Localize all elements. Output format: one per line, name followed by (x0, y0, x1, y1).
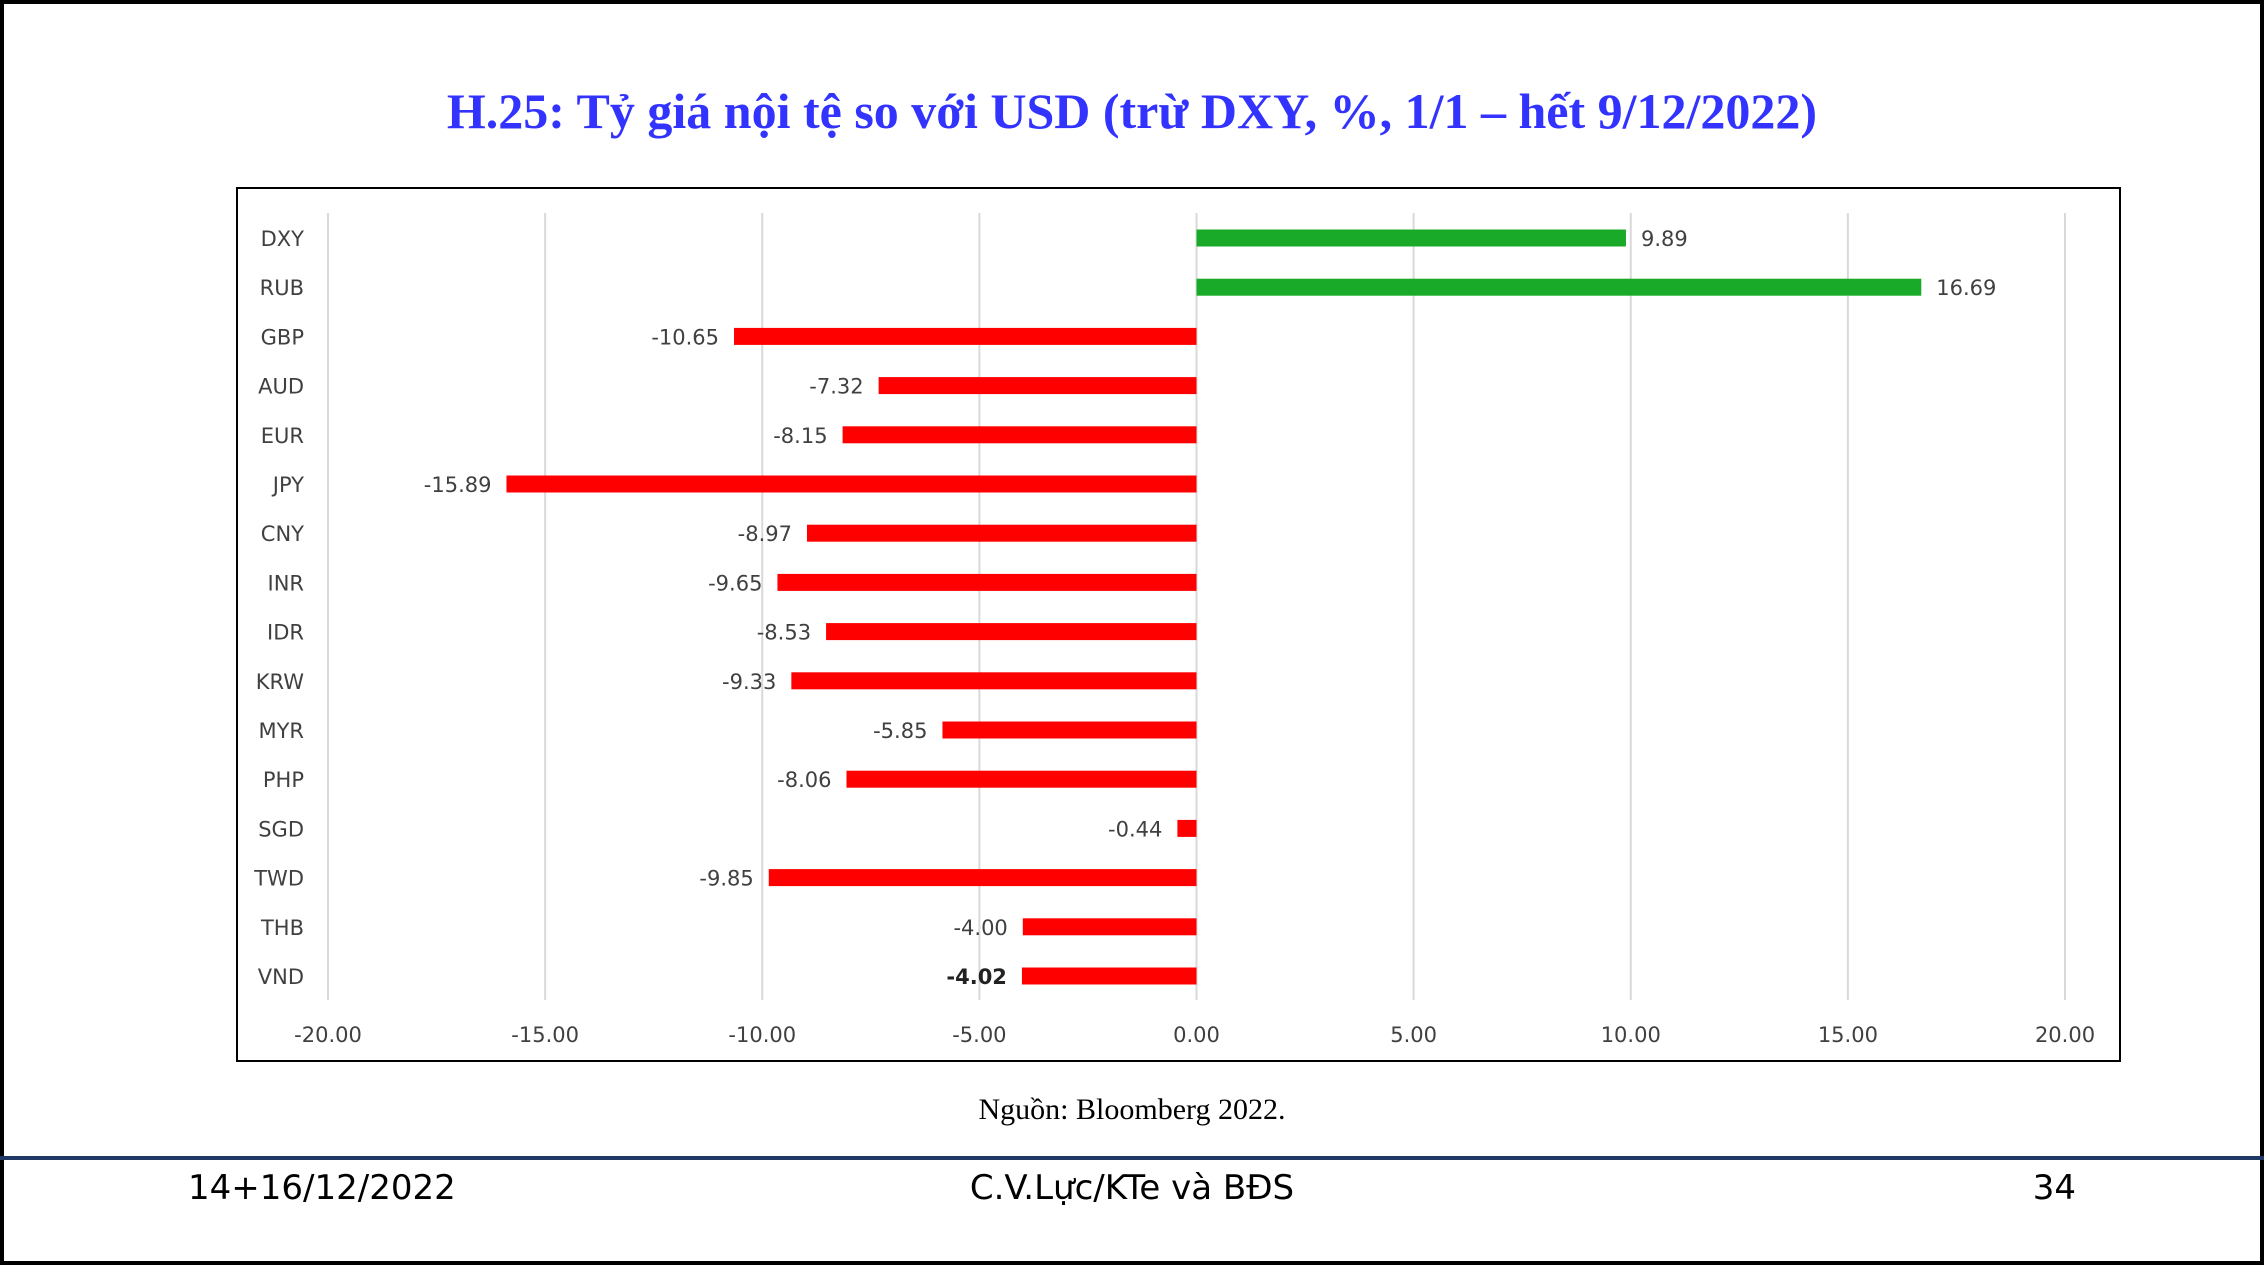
x-tick-label: -15.00 (511, 1023, 579, 1047)
category-label: DXY (261, 227, 305, 251)
data-label: -8.06 (777, 768, 831, 792)
data-label: -0.44 (1108, 817, 1162, 841)
data-label: -7.32 (809, 375, 863, 399)
bar (942, 721, 1197, 739)
category-label: TWD (253, 867, 304, 891)
category-label: MYR (258, 719, 304, 743)
category-label: THB (260, 916, 304, 940)
footer-date: 14+16/12/2022 (188, 1168, 456, 1208)
data-label: -10.65 (651, 325, 719, 349)
x-tick-label: -5.00 (952, 1023, 1006, 1047)
chart-title: H.25: Tỷ giá nội tệ so với USD (trừ DXY,… (446, 83, 1818, 139)
category-label: EUR (261, 424, 304, 448)
category-label: INR (268, 571, 305, 595)
data-label: -8.15 (773, 424, 827, 448)
x-tick-label: -20.00 (294, 1023, 362, 1047)
bar (768, 869, 1197, 887)
x-tick-label: 0.00 (1173, 1023, 1220, 1047)
category-label: PHP (263, 768, 304, 792)
bar (777, 573, 1197, 591)
category-label: IDR (267, 621, 304, 645)
bar (878, 377, 1197, 395)
data-label: -4.02 (946, 965, 1007, 989)
bar (1022, 918, 1197, 936)
bar (842, 426, 1197, 444)
category-label: RUB (260, 276, 304, 300)
category-label: VND (258, 965, 304, 989)
category-label: JPY (271, 473, 304, 497)
category-label: CNY (261, 522, 304, 546)
data-label: -15.89 (424, 473, 492, 497)
bar (734, 327, 1197, 345)
bar (791, 672, 1197, 690)
data-label: -4.00 (953, 916, 1007, 940)
bar (826, 623, 1197, 641)
bar (1177, 819, 1197, 837)
data-label: 16.69 (1936, 276, 1996, 300)
x-tick-label: 20.00 (2035, 1023, 2095, 1047)
bar (1196, 278, 1922, 296)
data-label: -9.85 (699, 867, 753, 891)
x-tick-label: 15.00 (1818, 1023, 1878, 1047)
x-tick-label: 10.00 (1601, 1023, 1661, 1047)
data-label: -5.85 (873, 719, 927, 743)
category-label: AUD (258, 375, 304, 399)
source-note: Nguồn: Bloomberg 2022. (978, 1093, 1286, 1126)
category-label: KRW (256, 670, 305, 694)
bar (846, 770, 1197, 788)
footer-divider (0, 1156, 2264, 1160)
data-label: -8.97 (738, 522, 792, 546)
category-label: SGD (258, 817, 304, 841)
bar (1021, 967, 1197, 985)
x-tick-label: 5.00 (1390, 1023, 1437, 1047)
category-label: GBP (261, 325, 304, 349)
page-number: 34 (2032, 1168, 2076, 1208)
data-label: -8.53 (757, 621, 811, 645)
bar (1196, 229, 1626, 247)
footer-author: C.V.Lực/KTe và BĐS (969, 1168, 1295, 1208)
bar (506, 475, 1197, 493)
data-label: 9.89 (1641, 227, 1688, 251)
bar (806, 524, 1197, 542)
data-label: -9.65 (708, 571, 762, 595)
data-label: -9.33 (722, 670, 776, 694)
x-tick-label: -10.00 (728, 1023, 796, 1047)
